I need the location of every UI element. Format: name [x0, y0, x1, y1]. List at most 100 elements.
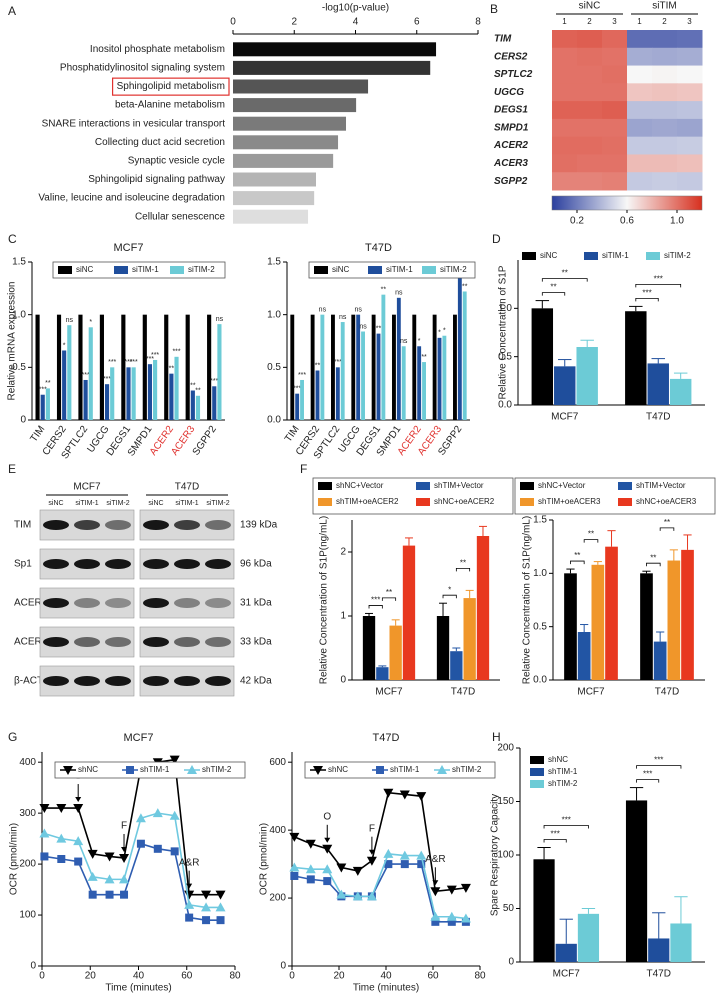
- point: [366, 891, 377, 901]
- significance-bracket: [570, 560, 585, 565]
- bar: [56, 314, 62, 420]
- bar: [142, 314, 147, 420]
- bar: [335, 367, 340, 420]
- point: [289, 862, 300, 872]
- blot-lane-label: siNC: [148, 500, 163, 507]
- point: [430, 887, 441, 897]
- point: [352, 866, 363, 876]
- y-axis-title: Relative Concentration of S1P: [498, 265, 509, 399]
- bar: [376, 667, 389, 680]
- heatmap-cell: [577, 30, 603, 49]
- bar: [351, 314, 356, 420]
- significance-label: **: [45, 380, 51, 387]
- bar: [554, 366, 576, 405]
- blot-size-label: 139 kDa: [240, 520, 278, 531]
- bar: [402, 545, 416, 680]
- legend-label: siNC: [332, 265, 350, 274]
- point: [336, 889, 347, 899]
- heatmap-cell: [602, 83, 628, 102]
- bar: [591, 564, 605, 680]
- bar: [295, 393, 300, 420]
- bar: [340, 322, 345, 420]
- y-tick-label: 0.5: [533, 621, 547, 632]
- bar: [207, 314, 212, 420]
- blot-size-label: 96 kDa: [240, 559, 272, 570]
- bar: [577, 632, 591, 680]
- bar: [104, 384, 110, 420]
- category-label: Synaptic vesicle cycle: [128, 156, 226, 167]
- point: [184, 899, 195, 909]
- significance-bracket: [646, 562, 661, 567]
- point: [201, 890, 212, 900]
- point: [87, 871, 98, 881]
- significance-label: ***: [550, 830, 559, 839]
- colorbar-label: 0.6: [620, 216, 634, 227]
- y-tick-label: 0.5: [498, 351, 512, 362]
- blot-size-label: 31 kDa: [240, 598, 272, 609]
- series-line: [294, 863, 466, 923]
- x-tick-label: 0: [39, 971, 45, 982]
- point: [322, 844, 333, 854]
- series-line: [44, 842, 221, 921]
- colorbar-label: 1.0: [670, 216, 684, 227]
- legend-label: shTIM-1: [140, 765, 170, 774]
- bar: [670, 923, 692, 962]
- point: [383, 788, 394, 798]
- bar: [67, 325, 72, 420]
- category-label: MCF7: [577, 687, 605, 698]
- bar: [45, 388, 50, 420]
- blot-band: [174, 637, 200, 647]
- heatmap-cell: [602, 65, 628, 84]
- bar: [401, 346, 406, 420]
- legend-label: shNC+oeACER3: [636, 497, 697, 506]
- heatmap-cell: [577, 101, 603, 120]
- row-label: CERS2: [494, 51, 528, 62]
- significance-label: ***: [654, 756, 663, 765]
- heatmap-cell: [577, 154, 603, 173]
- heatmap-cell: [627, 30, 653, 49]
- point: [136, 839, 145, 848]
- significance-label: ns: [339, 314, 347, 321]
- point: [446, 885, 457, 895]
- bar: [392, 314, 396, 420]
- significance-label: ***: [293, 386, 301, 393]
- row-label: DEGS1: [494, 105, 528, 116]
- highlight-box: [111, 77, 230, 96]
- point: [383, 848, 394, 858]
- legend-label: shTIM+Vector: [434, 481, 484, 490]
- point: [56, 833, 67, 843]
- heatmap-cell: [627, 136, 653, 155]
- significance-label: *: [448, 585, 451, 594]
- bar: [605, 546, 618, 680]
- y-tick-label: 150: [497, 796, 514, 807]
- significance-label: **: [574, 551, 580, 560]
- bar: [417, 346, 422, 420]
- point: [366, 856, 377, 866]
- x-tick-label: 0: [289, 971, 295, 982]
- significance-label: ***: [82, 372, 90, 379]
- panel-label: D: [492, 232, 501, 246]
- significance-label: **: [386, 588, 392, 597]
- heatmap-cell: [602, 47, 628, 67]
- annotation-arrowhead: [75, 797, 82, 803]
- bar: [396, 297, 401, 420]
- legend-label: siTIM-1: [602, 251, 629, 260]
- point: [202, 916, 211, 925]
- y-tick-label: 1.5: [267, 257, 281, 268]
- legend-swatch: [416, 482, 430, 490]
- heatmap-cell: [627, 118, 653, 138]
- bar: [88, 327, 93, 420]
- legend-marker: [187, 765, 197, 774]
- point: [169, 810, 180, 820]
- heatmap-cell: [602, 30, 628, 49]
- legend-label: shNC+Vector: [336, 481, 384, 490]
- group-label: siNC: [579, 1, 601, 12]
- significance-label: **: [169, 365, 175, 372]
- x-tick-label: 40: [133, 971, 145, 982]
- column-label: 2: [662, 17, 667, 26]
- significance-label: ns: [216, 316, 224, 323]
- bar: [190, 390, 195, 420]
- blot-row-label: TIM: [14, 520, 31, 531]
- blot-group-label: MCF7: [73, 482, 101, 493]
- bar: [110, 367, 115, 420]
